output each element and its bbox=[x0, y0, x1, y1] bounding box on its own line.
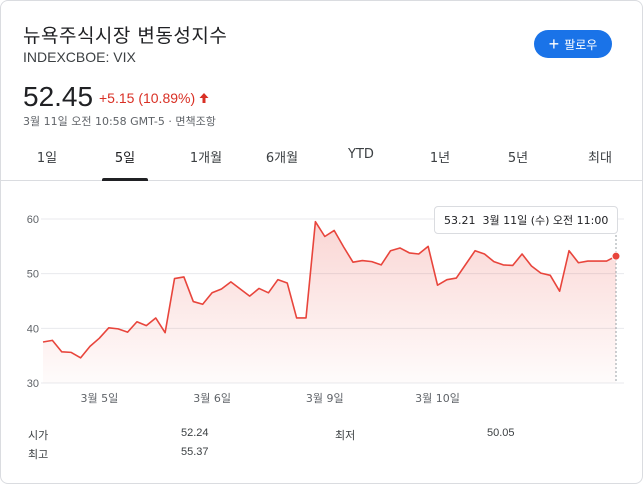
tooltip-value: 53.21 bbox=[444, 213, 476, 227]
quote-timestamp: 3월 11일 오전 10:58 GMT-5 · 면책조항 bbox=[23, 115, 216, 128]
x-tick-label: 3월 9일 bbox=[306, 391, 344, 405]
open-label: 시가 bbox=[28, 429, 49, 442]
tab-max[interactable]: 최대 bbox=[588, 151, 612, 166]
high-value: 55.37 bbox=[181, 446, 209, 458]
price-chart[interactable]: 30 40 50 60 3월 5일 3월 6일 3월 9일 3월 10일 bbox=[1, 181, 643, 421]
range-tabs: 1일 5일 1개월 6개월 YTD 1년 5년 최대 bbox=[1, 141, 642, 181]
plus-icon: + bbox=[548, 34, 560, 54]
y-tick-label: 40 bbox=[27, 323, 39, 335]
follow-button[interactable]: + 팔로우 bbox=[534, 30, 612, 58]
x-tick-label: 3월 6일 bbox=[193, 391, 231, 405]
x-tick-label: 3월 10일 bbox=[415, 391, 460, 405]
tab-ytd[interactable]: YTD bbox=[348, 147, 374, 162]
tab-5y[interactable]: 5년 bbox=[507, 151, 529, 166]
tab-5d[interactable]: 5일 bbox=[114, 151, 136, 166]
x-tick-label: 3월 5일 bbox=[80, 391, 118, 405]
y-tick-label: 60 bbox=[27, 214, 39, 226]
series-line bbox=[42, 220, 617, 359]
price-change: +5.15 (10.89%) bbox=[99, 90, 210, 106]
index-title: 뉴욕주식시장 변동성지수 bbox=[23, 25, 228, 47]
tab-1m[interactable]: 1개월 bbox=[189, 151, 223, 166]
change-text: +5.15 (10.89%) bbox=[99, 90, 196, 106]
tooltip-datetime: 3월 11일 (수) 오전 11:00 bbox=[482, 214, 609, 227]
low-label: 최저 bbox=[335, 429, 356, 442]
y-tick-label: 50 bbox=[27, 269, 39, 281]
chart-tooltip: 53.21 3월 11일 (수) 오전 11:00 bbox=[434, 206, 618, 234]
area-fill bbox=[43, 221, 616, 383]
tab-1d[interactable]: 1일 bbox=[36, 151, 58, 166]
high-label: 최고 bbox=[28, 448, 49, 461]
low-value: 50.05 bbox=[487, 427, 515, 439]
follow-label: 팔로우 bbox=[564, 37, 598, 52]
ticker-symbol: INDEXCBOE: VIX bbox=[23, 49, 136, 65]
arrow-up-icon bbox=[199, 93, 209, 103]
tab-1y[interactable]: 1년 bbox=[429, 151, 451, 166]
active-tab-indicator bbox=[102, 178, 148, 181]
tab-6m[interactable]: 6개월 bbox=[265, 151, 299, 166]
y-tick-label: 30 bbox=[27, 378, 39, 390]
hover-point bbox=[611, 251, 621, 261]
open-value: 52.24 bbox=[181, 427, 209, 439]
current-price: 52.45 bbox=[23, 81, 94, 112]
